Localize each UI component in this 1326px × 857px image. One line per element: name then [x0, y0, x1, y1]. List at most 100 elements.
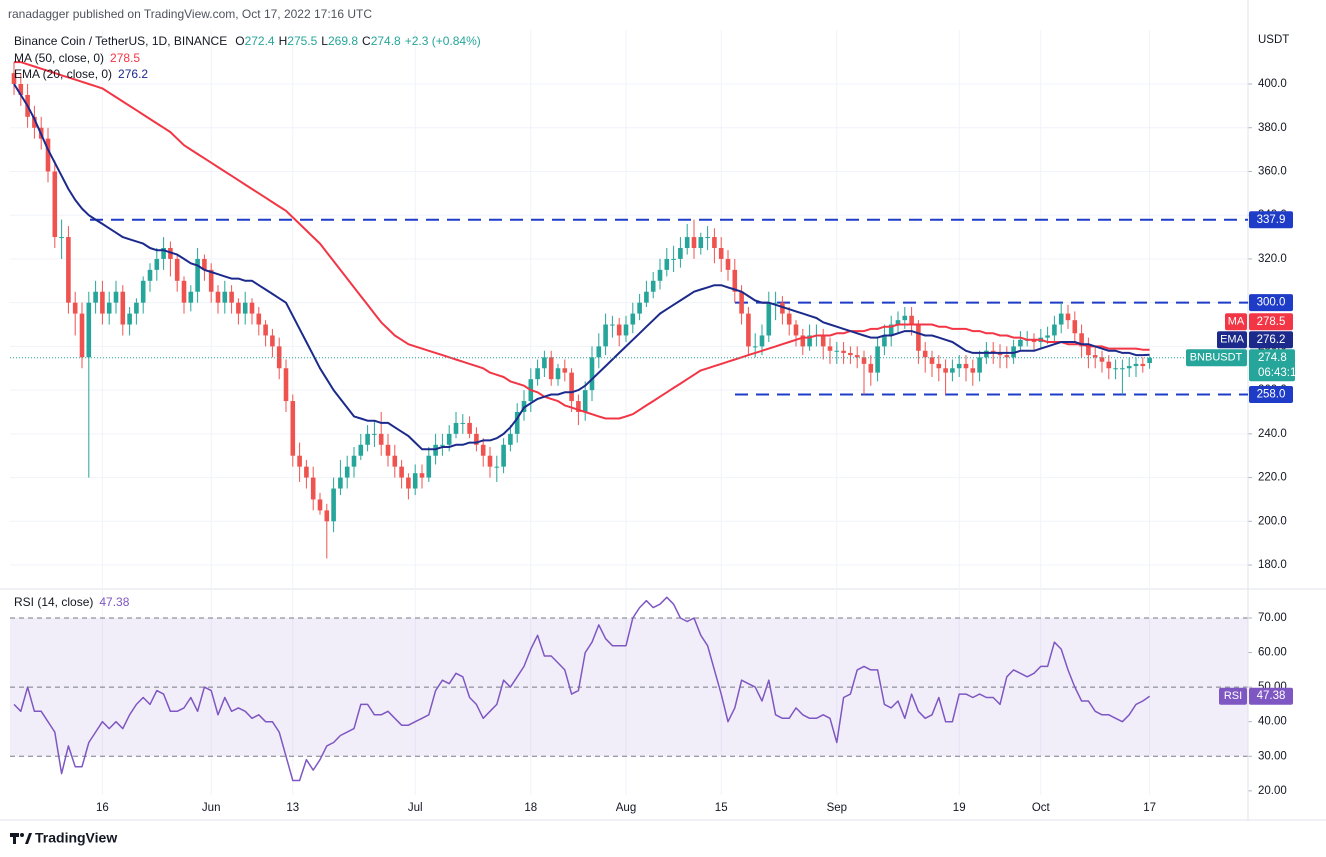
- candle-body: [610, 324, 615, 326]
- candle-body: [548, 357, 554, 380]
- indicator-line: [13, 83, 1150, 451]
- candle-body: [467, 422, 472, 434]
- candle-body: [331, 488, 336, 522]
- candle-body: [793, 324, 799, 336]
- y-tick-label: 360.0: [1258, 165, 1287, 177]
- indicator-value: 47.38: [99, 595, 129, 609]
- candle-body: [684, 237, 690, 248]
- price-box: [1249, 349, 1295, 382]
- candle-body: [412, 473, 418, 489]
- candle-body: [582, 390, 588, 412]
- candle-body: [460, 422, 466, 424]
- candle-body: [297, 455, 302, 467]
- candle-body: [365, 433, 370, 445]
- candle-body: [168, 247, 173, 259]
- candle-body: [501, 444, 506, 467]
- candle-body: [324, 510, 330, 522]
- candle-body: [603, 324, 608, 347]
- candle-body: [480, 444, 486, 456]
- y-tick-label: 220.0: [1258, 472, 1287, 484]
- series-name-box: [1225, 313, 1247, 331]
- candle-body: [562, 368, 568, 373]
- indicator-name: MA (50, close, 0): [14, 51, 104, 65]
- series-value-label: 47.38: [1257, 690, 1286, 702]
- ohlc-value: 269.8: [328, 34, 358, 48]
- x-tick-label: Sep: [827, 802, 847, 814]
- candle-body: [644, 291, 649, 303]
- candle-body: [419, 473, 425, 478]
- candle-body: [392, 455, 398, 467]
- indicator-name: RSI (14, close): [14, 595, 93, 609]
- series-name-box: [1219, 687, 1247, 705]
- candle-body: [338, 477, 343, 489]
- candle-body: [759, 335, 765, 347]
- x-tick-label: 15: [715, 802, 728, 814]
- symbol-label: BNBUSDT: [1190, 352, 1243, 364]
- candle-body: [1086, 346, 1091, 356]
- ohlc-prefix: C: [362, 34, 371, 48]
- y-tick-label: 60.00: [1258, 647, 1287, 659]
- candle-body: [916, 324, 921, 351]
- candle-body: [963, 363, 969, 369]
- candle-body: [446, 433, 452, 445]
- indicator-value: 276.2: [118, 67, 148, 81]
- candle-body: [229, 291, 234, 303]
- change-value: +2.3 (+0.84%): [405, 34, 481, 48]
- candle-body: [691, 237, 697, 248]
- candle-body: [147, 269, 153, 281]
- candle-body: [66, 237, 71, 303]
- candle-body: [596, 346, 602, 358]
- candle-body: [174, 258, 180, 281]
- candle-body: [705, 237, 710, 239]
- x-tick-label: Oct: [1032, 802, 1051, 814]
- indicator-name: EMA (20, close, 0): [14, 67, 112, 81]
- candle-body: [140, 280, 146, 303]
- legend-line: Binance Coin / TetherUS, 1D, BINANCE O272…: [14, 34, 481, 48]
- candle-body: [848, 352, 853, 356]
- rsi-band: [10, 618, 1248, 757]
- y-tick-label: 70.00: [1258, 612, 1287, 624]
- candle-body: [555, 368, 561, 380]
- candle-body: [970, 368, 976, 373]
- candle-body: [181, 280, 187, 303]
- y-tick-label: 200.0: [1258, 515, 1287, 527]
- candle-body: [202, 258, 207, 270]
- ohlc-value: 275.5: [287, 34, 317, 48]
- ohlc-value: 274.8: [371, 34, 401, 48]
- candle-body: [440, 444, 445, 446]
- candle-body: [630, 313, 636, 325]
- y-tick-label: 320.0: [1258, 253, 1287, 265]
- y-tick-label: 400.0: [1258, 78, 1287, 90]
- candle-body: [1140, 363, 1146, 367]
- ohlc-prefix: L: [321, 34, 328, 48]
- candle-body: [270, 335, 275, 347]
- candle-body: [882, 335, 887, 347]
- series-value-label: 278.5: [1257, 316, 1286, 328]
- series-value-label: 276.2: [1257, 334, 1286, 346]
- candle-body: [93, 291, 98, 303]
- candle-body: [508, 433, 513, 445]
- x-tick-label: 16: [96, 802, 109, 814]
- x-tick-label: Aug: [616, 802, 636, 814]
- candle-body: [698, 237, 704, 248]
- candle-body: [453, 422, 459, 434]
- candle-body: [372, 433, 377, 435]
- candle-body: [276, 346, 282, 369]
- candle-body: [657, 269, 663, 281]
- candle-body: [134, 302, 139, 314]
- candle-body: [283, 368, 289, 402]
- candle-body: [746, 313, 751, 347]
- candle-body: [997, 352, 1003, 356]
- candle-body: [820, 335, 826, 347]
- candle-body: [888, 324, 894, 336]
- candle-body: [100, 291, 105, 314]
- candle-body: [902, 315, 908, 321]
- candle-body: [514, 411, 520, 434]
- candle-body: [358, 444, 364, 456]
- series-short-name: RSI: [1224, 690, 1242, 702]
- candle-body: [1072, 320, 1078, 334]
- candle-body: [161, 247, 166, 259]
- candle-body: [351, 455, 357, 467]
- candle-body: [1092, 355, 1098, 358]
- ohlc-prefix: O: [235, 34, 244, 48]
